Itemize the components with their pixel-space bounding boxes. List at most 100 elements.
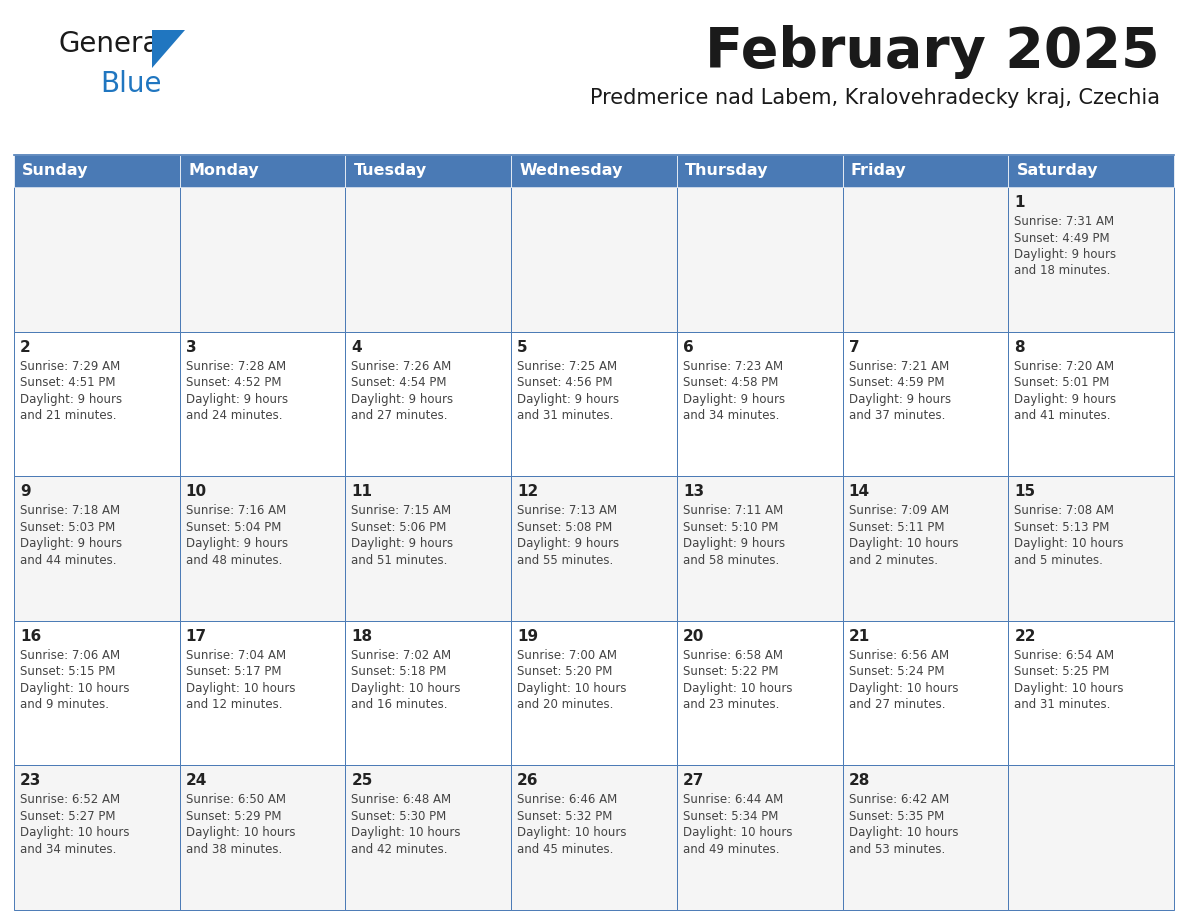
Text: Sunrise: 7:29 AM
Sunset: 4:51 PM
Daylight: 9 hours
and 21 minutes.: Sunrise: 7:29 AM Sunset: 4:51 PM Dayligh… bbox=[20, 360, 122, 422]
Text: 8: 8 bbox=[1015, 340, 1025, 354]
Text: Sunrise: 6:42 AM
Sunset: 5:35 PM
Daylight: 10 hours
and 53 minutes.: Sunrise: 6:42 AM Sunset: 5:35 PM Dayligh… bbox=[848, 793, 958, 856]
Bar bbox=[1009, 766, 1174, 910]
Bar bbox=[14, 766, 179, 910]
Text: Sunrise: 6:58 AM
Sunset: 5:22 PM
Daylight: 10 hours
and 23 minutes.: Sunrise: 6:58 AM Sunset: 5:22 PM Dayligh… bbox=[683, 649, 792, 711]
Text: Sunrise: 7:31 AM
Sunset: 4:49 PM
Daylight: 9 hours
and 18 minutes.: Sunrise: 7:31 AM Sunset: 4:49 PM Dayligh… bbox=[1015, 215, 1117, 277]
Bar bbox=[1009, 155, 1174, 187]
Text: Sunrise: 7:08 AM
Sunset: 5:13 PM
Daylight: 10 hours
and 5 minutes.: Sunrise: 7:08 AM Sunset: 5:13 PM Dayligh… bbox=[1015, 504, 1124, 566]
Bar bbox=[842, 187, 1009, 331]
Bar bbox=[842, 331, 1009, 476]
Bar bbox=[677, 476, 842, 621]
Text: Thursday: Thursday bbox=[685, 163, 769, 178]
Text: Sunrise: 6:52 AM
Sunset: 5:27 PM
Daylight: 10 hours
and 34 minutes.: Sunrise: 6:52 AM Sunset: 5:27 PM Dayligh… bbox=[20, 793, 129, 856]
Text: 19: 19 bbox=[517, 629, 538, 644]
Text: 4: 4 bbox=[352, 340, 362, 354]
Text: Sunrise: 7:25 AM
Sunset: 4:56 PM
Daylight: 9 hours
and 31 minutes.: Sunrise: 7:25 AM Sunset: 4:56 PM Dayligh… bbox=[517, 360, 619, 422]
Text: 14: 14 bbox=[848, 484, 870, 499]
Text: 26: 26 bbox=[517, 773, 538, 789]
Bar bbox=[179, 476, 346, 621]
Bar bbox=[346, 476, 511, 621]
Text: 3: 3 bbox=[185, 340, 196, 354]
Text: Sunrise: 7:02 AM
Sunset: 5:18 PM
Daylight: 10 hours
and 16 minutes.: Sunrise: 7:02 AM Sunset: 5:18 PM Dayligh… bbox=[352, 649, 461, 711]
Text: Sunrise: 7:23 AM
Sunset: 4:58 PM
Daylight: 9 hours
and 34 minutes.: Sunrise: 7:23 AM Sunset: 4:58 PM Dayligh… bbox=[683, 360, 785, 422]
Text: Sunrise: 7:26 AM
Sunset: 4:54 PM
Daylight: 9 hours
and 27 minutes.: Sunrise: 7:26 AM Sunset: 4:54 PM Dayligh… bbox=[352, 360, 454, 422]
Bar bbox=[1009, 331, 1174, 476]
Text: Sunrise: 6:46 AM
Sunset: 5:32 PM
Daylight: 10 hours
and 45 minutes.: Sunrise: 6:46 AM Sunset: 5:32 PM Dayligh… bbox=[517, 793, 626, 856]
Text: 17: 17 bbox=[185, 629, 207, 644]
Text: 13: 13 bbox=[683, 484, 704, 499]
Bar bbox=[511, 621, 677, 766]
Bar bbox=[842, 766, 1009, 910]
Text: Saturday: Saturday bbox=[1017, 163, 1098, 178]
Bar bbox=[14, 331, 179, 476]
Bar bbox=[179, 187, 346, 331]
Text: Tuesday: Tuesday bbox=[354, 163, 426, 178]
Bar bbox=[179, 766, 346, 910]
Bar bbox=[677, 155, 842, 187]
Text: Sunrise: 7:11 AM
Sunset: 5:10 PM
Daylight: 9 hours
and 58 minutes.: Sunrise: 7:11 AM Sunset: 5:10 PM Dayligh… bbox=[683, 504, 785, 566]
Text: Sunrise: 6:54 AM
Sunset: 5:25 PM
Daylight: 10 hours
and 31 minutes.: Sunrise: 6:54 AM Sunset: 5:25 PM Dayligh… bbox=[1015, 649, 1124, 711]
Text: 12: 12 bbox=[517, 484, 538, 499]
Text: Wednesday: Wednesday bbox=[519, 163, 623, 178]
Text: 22: 22 bbox=[1015, 629, 1036, 644]
Text: Sunrise: 7:04 AM
Sunset: 5:17 PM
Daylight: 10 hours
and 12 minutes.: Sunrise: 7:04 AM Sunset: 5:17 PM Dayligh… bbox=[185, 649, 295, 711]
Text: Sunrise: 7:15 AM
Sunset: 5:06 PM
Daylight: 9 hours
and 51 minutes.: Sunrise: 7:15 AM Sunset: 5:06 PM Dayligh… bbox=[352, 504, 454, 566]
Text: 5: 5 bbox=[517, 340, 527, 354]
Bar bbox=[1009, 621, 1174, 766]
Bar bbox=[346, 766, 511, 910]
Bar bbox=[179, 155, 346, 187]
Bar bbox=[511, 187, 677, 331]
Text: Sunrise: 7:13 AM
Sunset: 5:08 PM
Daylight: 9 hours
and 55 minutes.: Sunrise: 7:13 AM Sunset: 5:08 PM Dayligh… bbox=[517, 504, 619, 566]
Text: 27: 27 bbox=[683, 773, 704, 789]
Text: Predmerice nad Labem, Kralovehradecky kraj, Czechia: Predmerice nad Labem, Kralovehradecky kr… bbox=[590, 88, 1159, 108]
Text: 20: 20 bbox=[683, 629, 704, 644]
Text: Sunday: Sunday bbox=[23, 163, 89, 178]
Text: 2: 2 bbox=[20, 340, 31, 354]
Text: Sunrise: 7:09 AM
Sunset: 5:11 PM
Daylight: 10 hours
and 2 minutes.: Sunrise: 7:09 AM Sunset: 5:11 PM Dayligh… bbox=[848, 504, 958, 566]
Text: Sunrise: 7:21 AM
Sunset: 4:59 PM
Daylight: 9 hours
and 37 minutes.: Sunrise: 7:21 AM Sunset: 4:59 PM Dayligh… bbox=[848, 360, 950, 422]
Text: Sunrise: 7:20 AM
Sunset: 5:01 PM
Daylight: 9 hours
and 41 minutes.: Sunrise: 7:20 AM Sunset: 5:01 PM Dayligh… bbox=[1015, 360, 1117, 422]
Bar bbox=[511, 331, 677, 476]
Polygon shape bbox=[152, 30, 185, 68]
Text: 9: 9 bbox=[20, 484, 31, 499]
Text: Sunrise: 6:48 AM
Sunset: 5:30 PM
Daylight: 10 hours
and 42 minutes.: Sunrise: 6:48 AM Sunset: 5:30 PM Dayligh… bbox=[352, 793, 461, 856]
Bar bbox=[677, 331, 842, 476]
Bar bbox=[677, 621, 842, 766]
Bar bbox=[842, 621, 1009, 766]
Bar bbox=[179, 621, 346, 766]
Bar bbox=[179, 331, 346, 476]
Bar bbox=[511, 766, 677, 910]
Bar bbox=[842, 155, 1009, 187]
Bar bbox=[1009, 187, 1174, 331]
Text: 18: 18 bbox=[352, 629, 373, 644]
Text: Sunrise: 6:44 AM
Sunset: 5:34 PM
Daylight: 10 hours
and 49 minutes.: Sunrise: 6:44 AM Sunset: 5:34 PM Dayligh… bbox=[683, 793, 792, 856]
Text: Sunrise: 6:50 AM
Sunset: 5:29 PM
Daylight: 10 hours
and 38 minutes.: Sunrise: 6:50 AM Sunset: 5:29 PM Dayligh… bbox=[185, 793, 295, 856]
Text: Sunrise: 7:16 AM
Sunset: 5:04 PM
Daylight: 9 hours
and 48 minutes.: Sunrise: 7:16 AM Sunset: 5:04 PM Dayligh… bbox=[185, 504, 287, 566]
Text: 25: 25 bbox=[352, 773, 373, 789]
Bar bbox=[14, 155, 179, 187]
Text: Sunrise: 7:06 AM
Sunset: 5:15 PM
Daylight: 10 hours
and 9 minutes.: Sunrise: 7:06 AM Sunset: 5:15 PM Dayligh… bbox=[20, 649, 129, 711]
Bar bbox=[346, 155, 511, 187]
Text: 21: 21 bbox=[848, 629, 870, 644]
Text: 1: 1 bbox=[1015, 195, 1025, 210]
Bar bbox=[842, 476, 1009, 621]
Bar bbox=[1009, 476, 1174, 621]
Text: 10: 10 bbox=[185, 484, 207, 499]
Bar bbox=[511, 155, 677, 187]
Text: Blue: Blue bbox=[100, 70, 162, 98]
Bar bbox=[346, 621, 511, 766]
Text: Sunrise: 7:28 AM
Sunset: 4:52 PM
Daylight: 9 hours
and 24 minutes.: Sunrise: 7:28 AM Sunset: 4:52 PM Dayligh… bbox=[185, 360, 287, 422]
Text: General: General bbox=[58, 30, 168, 58]
Text: Sunrise: 7:18 AM
Sunset: 5:03 PM
Daylight: 9 hours
and 44 minutes.: Sunrise: 7:18 AM Sunset: 5:03 PM Dayligh… bbox=[20, 504, 122, 566]
Text: Monday: Monday bbox=[188, 163, 259, 178]
Text: February 2025: February 2025 bbox=[706, 25, 1159, 79]
Text: Friday: Friday bbox=[851, 163, 906, 178]
Text: 28: 28 bbox=[848, 773, 870, 789]
Text: 24: 24 bbox=[185, 773, 207, 789]
Text: 7: 7 bbox=[848, 340, 859, 354]
Text: 23: 23 bbox=[20, 773, 42, 789]
Text: 16: 16 bbox=[20, 629, 42, 644]
Text: 15: 15 bbox=[1015, 484, 1036, 499]
Bar bbox=[677, 187, 842, 331]
Bar bbox=[14, 621, 179, 766]
